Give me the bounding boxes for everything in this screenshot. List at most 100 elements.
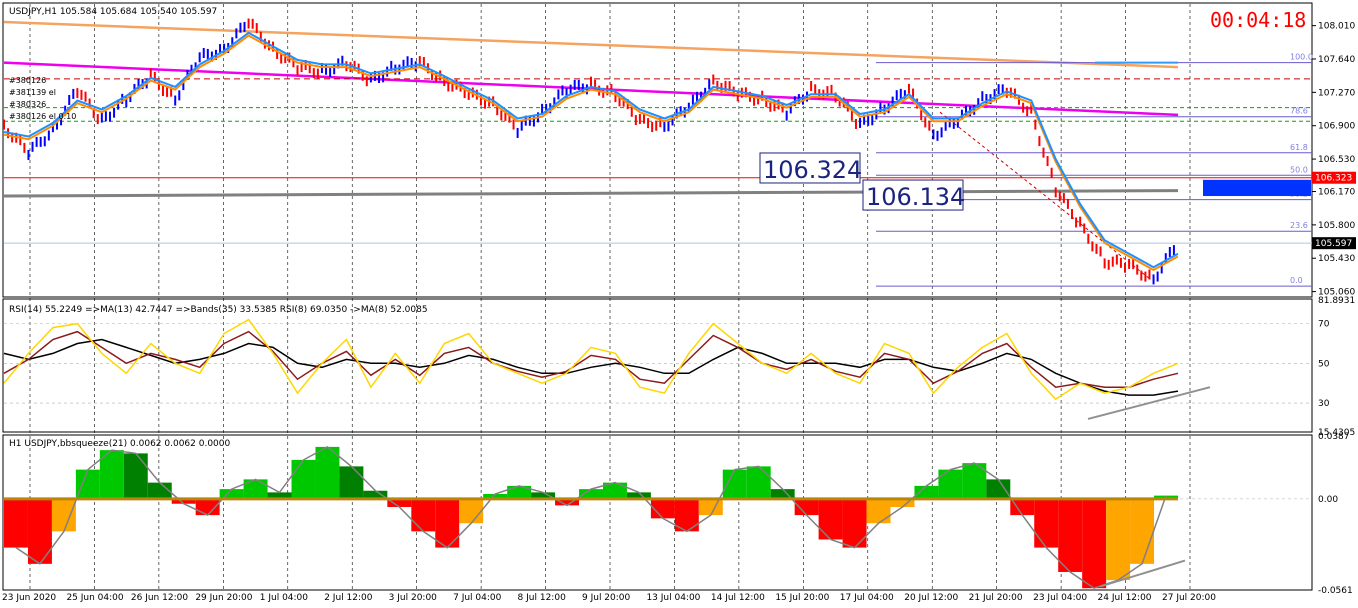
pane-frame [2, 434, 1313, 591]
bbsqueeze-axis-label: -0.0561 [1318, 586, 1353, 596]
time-axis-label: 7 Jul 04:00 [453, 593, 502, 603]
time-axis-label: 21 Jul 20:00 [969, 593, 1023, 603]
grey-moving-average [3, 189, 1179, 198]
bbsqueeze-bar [674, 498, 699, 532]
time-axis-label: 23 Jul 04:00 [1033, 593, 1087, 603]
price-callout-label: 106.134 [866, 183, 965, 211]
peach-moving-average [3, 20, 1179, 69]
bbsqueeze-bar [315, 446, 340, 499]
bbsqueeze-bar [1010, 498, 1035, 516]
price-axis-label: 107.270 [1318, 88, 1355, 98]
price-axis-label: 105.430 [1318, 254, 1355, 264]
bbsqueeze-bar [387, 498, 412, 507]
bbsqueeze-bar [818, 498, 843, 540]
price-axis-label: 106.170 [1318, 188, 1355, 198]
fibonacci-level-label: 78.6 [1290, 107, 1308, 116]
bbsqueeze-bar [147, 482, 172, 499]
supply-zone-rectangle [1203, 179, 1311, 197]
rsi-moving-average-line [3, 338, 1179, 396]
bbsqueeze-bar [698, 498, 723, 516]
price-tag-label: 105.597 [1315, 239, 1352, 249]
bbsqueeze-bar [75, 469, 100, 499]
bbsqueeze-bar [4, 498, 28, 548]
bbsqueeze-bar [986, 479, 1011, 499]
bbsqueeze-bar [794, 498, 819, 516]
bbsqueeze-bar [219, 489, 244, 499]
fibonacci-trendline [939, 111, 1151, 280]
main-title: USDJPY,H1 105.584 105.684 105.540 105.59… [9, 7, 217, 17]
bbsqueeze-bar [267, 492, 292, 499]
bbsqueeze-bar [1034, 498, 1059, 548]
time-axis-label: 3 Jul 20:00 [389, 593, 438, 603]
bbsqueeze-bar [1082, 498, 1107, 589]
bbsqueeze-bar [459, 498, 484, 524]
bbsqueeze-bar [339, 466, 364, 499]
time-axis-label: 9 Jul 20:00 [582, 593, 631, 603]
bbsqueeze-bar [650, 498, 675, 519]
rsi-axis-label: 15.4305 [1318, 428, 1355, 438]
fibonacci-level-label: 100.0 [1290, 53, 1313, 62]
bbsqueeze-bar [890, 498, 915, 507]
price-axis-label: 106.900 [1318, 122, 1355, 132]
rsi-axis-label: 81.8931 [1318, 296, 1355, 306]
candle-timer: 00:04:18 [1210, 8, 1306, 32]
time-axis-label: 23 Jun 2020 [2, 593, 56, 603]
bbsqueeze-bar [171, 498, 196, 504]
bbsqueeze-bar [1058, 498, 1083, 572]
rsi-fast-line [3, 318, 1179, 401]
price-axes: 23 Jun 2020 25 Jun 04:00 26 Jun 12:00 29 Ju… [2, 22, 1355, 603]
bbsqueeze-bar [770, 489, 795, 499]
rsi-divergence-trendline [1087, 386, 1211, 420]
bbsqueeze-axis-label: 0.0387 [1318, 432, 1350, 442]
bbsqueeze-pane[interactable]: 0.0387 0.00 -0.0561 [4, 432, 1353, 596]
bbsqueeze-bar [123, 453, 148, 499]
bbsqueeze-bar [866, 498, 891, 524]
rsi-axis-label: 50 [1318, 359, 1330, 369]
fibonacci-level-label: 61.8 [1290, 143, 1308, 152]
bbsqueeze-bar [579, 489, 603, 499]
rsi-slow-line [3, 330, 1179, 388]
bbsqueeze-bar [51, 498, 76, 532]
bbsqueeze-bar [722, 469, 747, 499]
bbsqueeze-bar [483, 493, 508, 499]
fibonacci-level-label: 23.6 [1290, 221, 1308, 230]
bbsqueeze-bar [195, 498, 220, 516]
bbsqueeze-bar [435, 498, 460, 548]
fibonacci-level-label: 0.0 [1290, 276, 1303, 285]
order-label: #381139 el [9, 88, 56, 97]
bbsqueeze-bar [962, 463, 987, 499]
bbsqueeze-bar [27, 498, 52, 564]
time-axis-label: 8 Jul 12:00 [518, 593, 567, 603]
time-axis-label: 13 Jul 04:00 [646, 593, 700, 603]
bbsqueeze-outline [15, 446, 1167, 590]
bbsqueeze-bar [1130, 498, 1155, 564]
price-tag-label: 106.323 [1315, 174, 1352, 184]
bbsqueeze-bar [602, 482, 627, 499]
time-axis-label: 27 Jul 20:00 [1162, 593, 1216, 603]
bbsqueeze-bar [842, 498, 867, 548]
bbsqueeze-bar [99, 450, 124, 499]
pane-frame [2, 298, 1313, 433]
time-axis-label: 20 Jul 12:00 [904, 593, 958, 603]
time-axis-label: 1 Jul 04:00 [260, 593, 309, 603]
bbsqueeze-bar [938, 469, 963, 499]
time-axis-label: 14 Jul 12:00 [711, 593, 765, 603]
price-pane[interactable]: 100.078.661.850.038.223.60.0106.323105.5… [3, 18, 1356, 287]
price-callout-box [759, 152, 861, 184]
price-axis-label: 108.010 [1318, 22, 1355, 32]
bbsqueeze-bar [746, 466, 771, 499]
rsi-axis-label: 30 [1318, 399, 1330, 409]
order-label: #380326 [9, 100, 46, 109]
time-axis-label: 25 Jun 04:00 [66, 593, 123, 603]
time-axis-label: 24 Jul 12:00 [1098, 593, 1152, 603]
time-axis-label: 2 Jul 12:00 [324, 593, 373, 603]
order-label: #380126 [9, 76, 46, 85]
rsi-pane[interactable]: 81.8931 70 50 30 15.4305 [3, 296, 1355, 438]
price-axis-label: 106.530 [1318, 155, 1355, 165]
bbsqueeze-divergence-trendline [1099, 559, 1186, 588]
time-axis-label: 17 Jul 04:00 [840, 593, 894, 603]
bbsqueeze-bar [555, 498, 580, 506]
price-callout-label: 106.324 [763, 156, 862, 184]
bbsqueeze-bar [507, 485, 532, 499]
